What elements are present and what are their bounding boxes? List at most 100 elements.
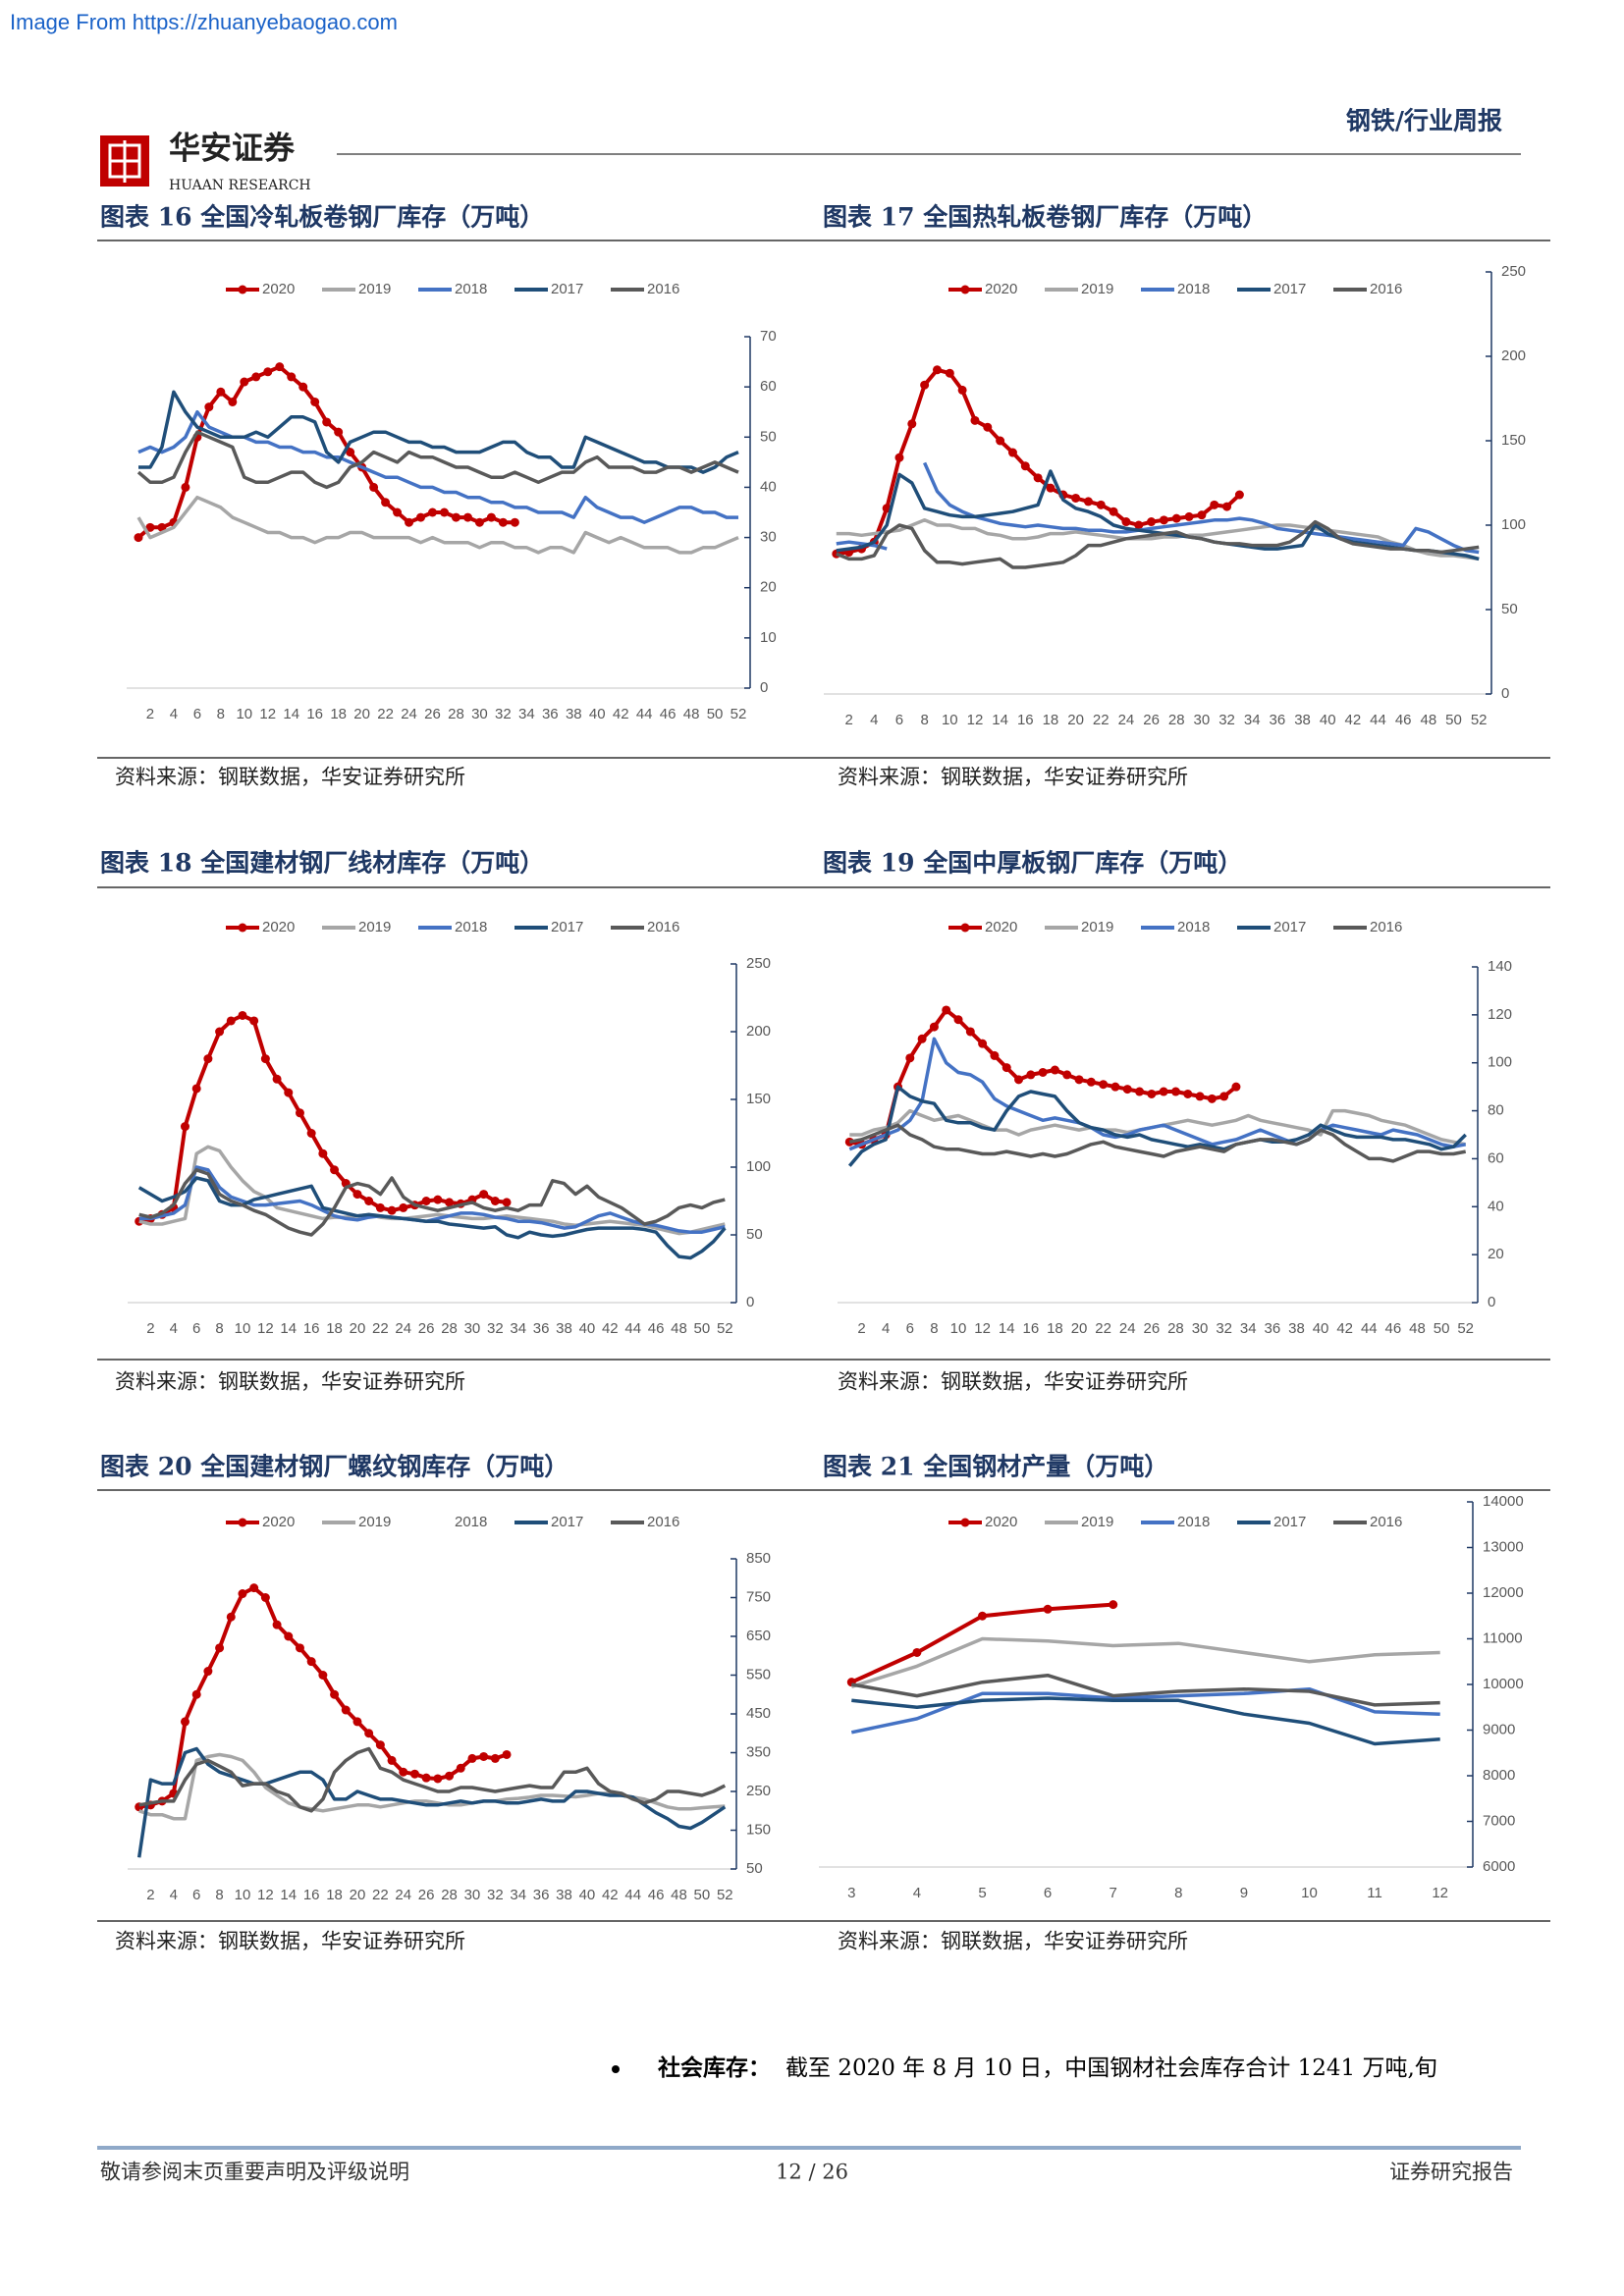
data-point bbox=[1135, 1087, 1145, 1096]
legend-marker bbox=[960, 923, 970, 933]
y-tick-label: 12000 bbox=[1483, 1584, 1524, 1601]
data-point bbox=[260, 1054, 270, 1064]
chart-source: 资料来源：钢联数据，华安证券研究所 bbox=[838, 1930, 1188, 1953]
data-point bbox=[433, 1774, 443, 1784]
data-point bbox=[932, 365, 942, 375]
data-point bbox=[284, 1088, 294, 1097]
x-tick-label: 12 bbox=[974, 1320, 991, 1337]
x-tick-label: 48 bbox=[683, 706, 700, 722]
data-point bbox=[1050, 1065, 1059, 1075]
x-tick-label: 50 bbox=[694, 1887, 711, 1903]
data-point bbox=[451, 512, 460, 522]
data-point bbox=[399, 1767, 408, 1777]
y-tick-label: 7000 bbox=[1483, 1812, 1515, 1829]
data-point bbox=[238, 1010, 247, 1020]
bullet-label: 社会库存： bbox=[658, 2055, 771, 2081]
y-tick-label: 50 bbox=[746, 1226, 763, 1243]
data-point bbox=[1222, 502, 1232, 511]
data-point bbox=[462, 512, 472, 522]
legend-label: 2019 bbox=[358, 281, 391, 297]
data-point bbox=[287, 372, 297, 382]
data-point bbox=[1207, 1094, 1217, 1103]
x-tick-label: 46 bbox=[648, 1320, 665, 1337]
y-tick-label: 750 bbox=[746, 1588, 771, 1605]
data-point bbox=[978, 1039, 988, 1048]
x-tick-label: 40 bbox=[1320, 712, 1336, 728]
legend-label: 2017 bbox=[1273, 1514, 1306, 1530]
y-tick-label: 60 bbox=[760, 378, 777, 395]
y-tick-label: 9000 bbox=[1483, 1721, 1515, 1737]
y-tick-label: 150 bbox=[746, 1821, 771, 1838]
x-tick-label: 18 bbox=[326, 1887, 343, 1903]
data-point bbox=[1026, 1070, 1036, 1080]
x-tick-label: 2 bbox=[844, 712, 852, 728]
data-point bbox=[1121, 517, 1131, 527]
data-point bbox=[228, 397, 238, 406]
legend-marker bbox=[960, 1518, 970, 1527]
legend-label: 2017 bbox=[551, 281, 583, 297]
data-point bbox=[387, 1205, 397, 1215]
data-point bbox=[1234, 490, 1244, 500]
data-point bbox=[1007, 448, 1017, 457]
data-point bbox=[352, 1190, 362, 1200]
data-point bbox=[295, 1643, 304, 1653]
x-tick-label: 50 bbox=[694, 1320, 711, 1337]
x-tick-label: 14 bbox=[283, 706, 299, 722]
series-line bbox=[138, 390, 739, 474]
y-tick-label: 40 bbox=[760, 478, 777, 495]
data-point bbox=[1159, 515, 1168, 525]
legend-label: 2020 bbox=[985, 919, 1017, 935]
series-line bbox=[137, 409, 738, 524]
x-tick-label: 24 bbox=[395, 1887, 411, 1903]
data-point bbox=[1122, 1085, 1132, 1095]
x-tick-label: 30 bbox=[464, 1887, 481, 1903]
chart: 图表 18 全国建材钢厂线材库存（万吨） 资料来源：钢联数据，华安证券研究所 0 50… bbox=[100, 849, 771, 1394]
data-point bbox=[479, 1751, 489, 1761]
y-tick-label: 10000 bbox=[1483, 1676, 1524, 1692]
data-point bbox=[1147, 517, 1157, 527]
data-point bbox=[920, 380, 930, 390]
data-point bbox=[1001, 1063, 1011, 1073]
x-tick-label: 44 bbox=[1361, 1320, 1378, 1337]
data-point bbox=[240, 377, 249, 387]
y-tick-label: 0 bbox=[1488, 1294, 1495, 1310]
data-point bbox=[439, 507, 449, 517]
x-tick-label: 38 bbox=[1288, 1320, 1305, 1337]
data-point bbox=[215, 1027, 225, 1037]
x-tick-label: 8 bbox=[1174, 1885, 1182, 1901]
data-point bbox=[1110, 1082, 1120, 1092]
data-point bbox=[272, 1620, 282, 1629]
x-tick-label: 2 bbox=[146, 1320, 154, 1337]
x-tick-label: 36 bbox=[533, 1320, 550, 1337]
chart-title: 图表 21 全国钢材产量（万吨） bbox=[823, 1453, 1168, 1481]
footer-page: 12 / 26 bbox=[776, 2161, 848, 2184]
data-point bbox=[191, 1084, 201, 1094]
x-tick-label: 16 bbox=[303, 1320, 320, 1337]
data-point bbox=[1159, 1087, 1168, 1096]
data-point bbox=[1183, 1089, 1193, 1098]
data-point bbox=[912, 1647, 922, 1657]
series-line bbox=[138, 1168, 726, 1237]
legend-label: 2019 bbox=[358, 919, 391, 935]
y-tick-label: 100 bbox=[1501, 516, 1526, 533]
data-point bbox=[238, 1589, 247, 1599]
footer-left: 敬请参阅末页重要声明及评级说明 bbox=[100, 2161, 409, 2184]
legend-label: 2016 bbox=[1370, 281, 1402, 297]
data-point bbox=[1184, 511, 1194, 521]
x-tick-label: 9 bbox=[1240, 1885, 1248, 1901]
x-tick-label: 20 bbox=[350, 1887, 366, 1903]
y-tick-label: 13000 bbox=[1483, 1538, 1524, 1555]
legend-label: 2020 bbox=[262, 1514, 295, 1530]
series-line bbox=[136, 495, 739, 555]
data-point bbox=[216, 387, 226, 397]
x-tick-label: 18 bbox=[1043, 712, 1059, 728]
legend-label: 2017 bbox=[551, 919, 583, 935]
x-tick-label: 36 bbox=[1270, 712, 1286, 728]
series-line bbox=[848, 1037, 1467, 1151]
data-point bbox=[375, 1740, 385, 1750]
legend-label: 2020 bbox=[262, 919, 295, 935]
x-tick-label: 12 bbox=[1432, 1885, 1448, 1901]
data-point bbox=[1197, 510, 1207, 520]
x-tick-label: 5 bbox=[978, 1885, 986, 1901]
x-tick-label: 44 bbox=[624, 1320, 641, 1337]
